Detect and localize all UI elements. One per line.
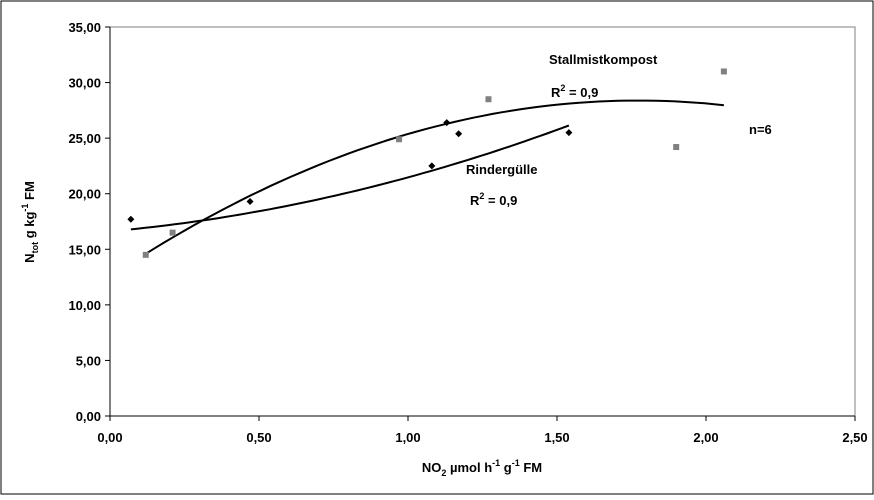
y-tick-label: 15,00 [68,242,101,257]
y-tick-label: 20,00 [68,187,101,202]
r2-label-stallmistkompost: R2 = 0,9 [551,83,598,100]
n-label: n=6 [749,122,772,137]
data-point-square [673,144,680,151]
data-point-square [485,96,492,103]
data-point-square [169,229,176,236]
trendline [145,99,725,255]
y-tick-label: 35,00 [68,20,101,35]
data-point-diamond [565,129,573,137]
data-point-diamond [428,162,436,170]
y-tick-label: 30,00 [68,76,101,91]
x-tick-label: 2,00 [693,430,718,445]
x-tick-label: 0,00 [97,430,122,445]
r2-label-rinderguelle: R2 = 0,9 [470,191,517,208]
y-tick-label: 0,00 [76,409,101,424]
x-tick-label: 0,50 [246,430,271,445]
y-tick-label: 25,00 [68,131,101,146]
data-point-diamond [246,197,254,205]
series-label-stallmistkompost: Stallmistkompost [549,52,658,67]
y-axis-title: Ntot g kg-1 FM [20,181,40,263]
data-points [127,68,727,258]
tick-labels: 0,00 5,00 10,00 15,00 20,00 25,00 30,00 35,00 0,… [68,20,867,445]
x-tick-label: 1,50 [544,430,569,445]
x-tick-label: 1,00 [395,430,420,445]
y-tick-label: 10,00 [68,298,101,313]
data-point-diamond [455,130,463,138]
data-point-diamond [443,119,451,127]
x-tick-label: 2,50 [842,430,867,445]
data-point-square [720,68,727,75]
axes [105,26,856,421]
trendlines [130,99,725,255]
data-point-square [142,251,149,258]
y-tick-label: 5,00 [76,353,101,368]
x-axis-title: NO2 µmol h-1 g-1 FM [422,458,542,478]
series-label-rinderguelle: Rindergülle [466,162,538,177]
data-point-square [396,136,403,143]
data-point-diamond [127,215,135,223]
